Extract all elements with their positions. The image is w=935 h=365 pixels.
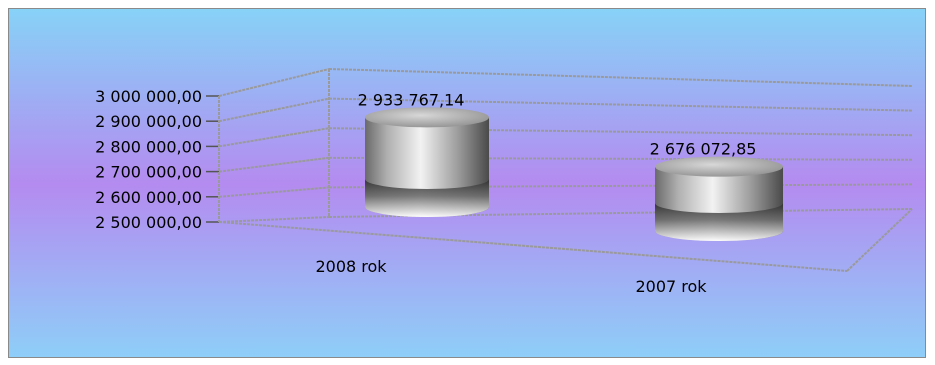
- y-tick-label: 2 600 000,00: [95, 188, 202, 207]
- cylinder-top: [655, 156, 783, 177]
- y-tick-label: 2 500 000,00: [95, 213, 202, 232]
- category-label: 2007 rok: [635, 277, 707, 296]
- bar-2008-rok: [365, 107, 489, 217]
- gridline: [206, 97, 913, 123]
- cylinder-band: [365, 179, 489, 217]
- chart-frame: 3 000 000,00 2 900 000,00 2 800 000,00 2 70…: [8, 8, 926, 358]
- labels: 2 933 767,14 2008 rok 2 676 072,85 2007 rok: [315, 90, 756, 296]
- cylinder-bar-chart: 3 000 000,00 2 900 000,00 2 800 000,00 2 70…: [9, 9, 925, 357]
- cylinder-band: [655, 203, 783, 241]
- bars: [365, 107, 783, 241]
- y-tick-label: 2 900 000,00: [95, 112, 202, 131]
- cylinder-top: [365, 107, 489, 128]
- y-tick-label: 2 800 000,00: [95, 137, 202, 156]
- axis-frame: [218, 69, 913, 272]
- gridline: [206, 68, 913, 97]
- y-tick-label: 2 700 000,00: [95, 163, 202, 182]
- data-label: 2 933 767,14: [358, 90, 465, 109]
- y-axis-tick-labels: 3 000 000,00 2 900 000,00 2 800 000,00 2 70…: [95, 87, 202, 232]
- bar-2007-rok: [655, 156, 783, 241]
- y-tick-label: 3 000 000,00: [95, 87, 202, 106]
- category-label: 2008 rok: [315, 257, 387, 276]
- data-label: 2 676 072,85: [650, 140, 757, 159]
